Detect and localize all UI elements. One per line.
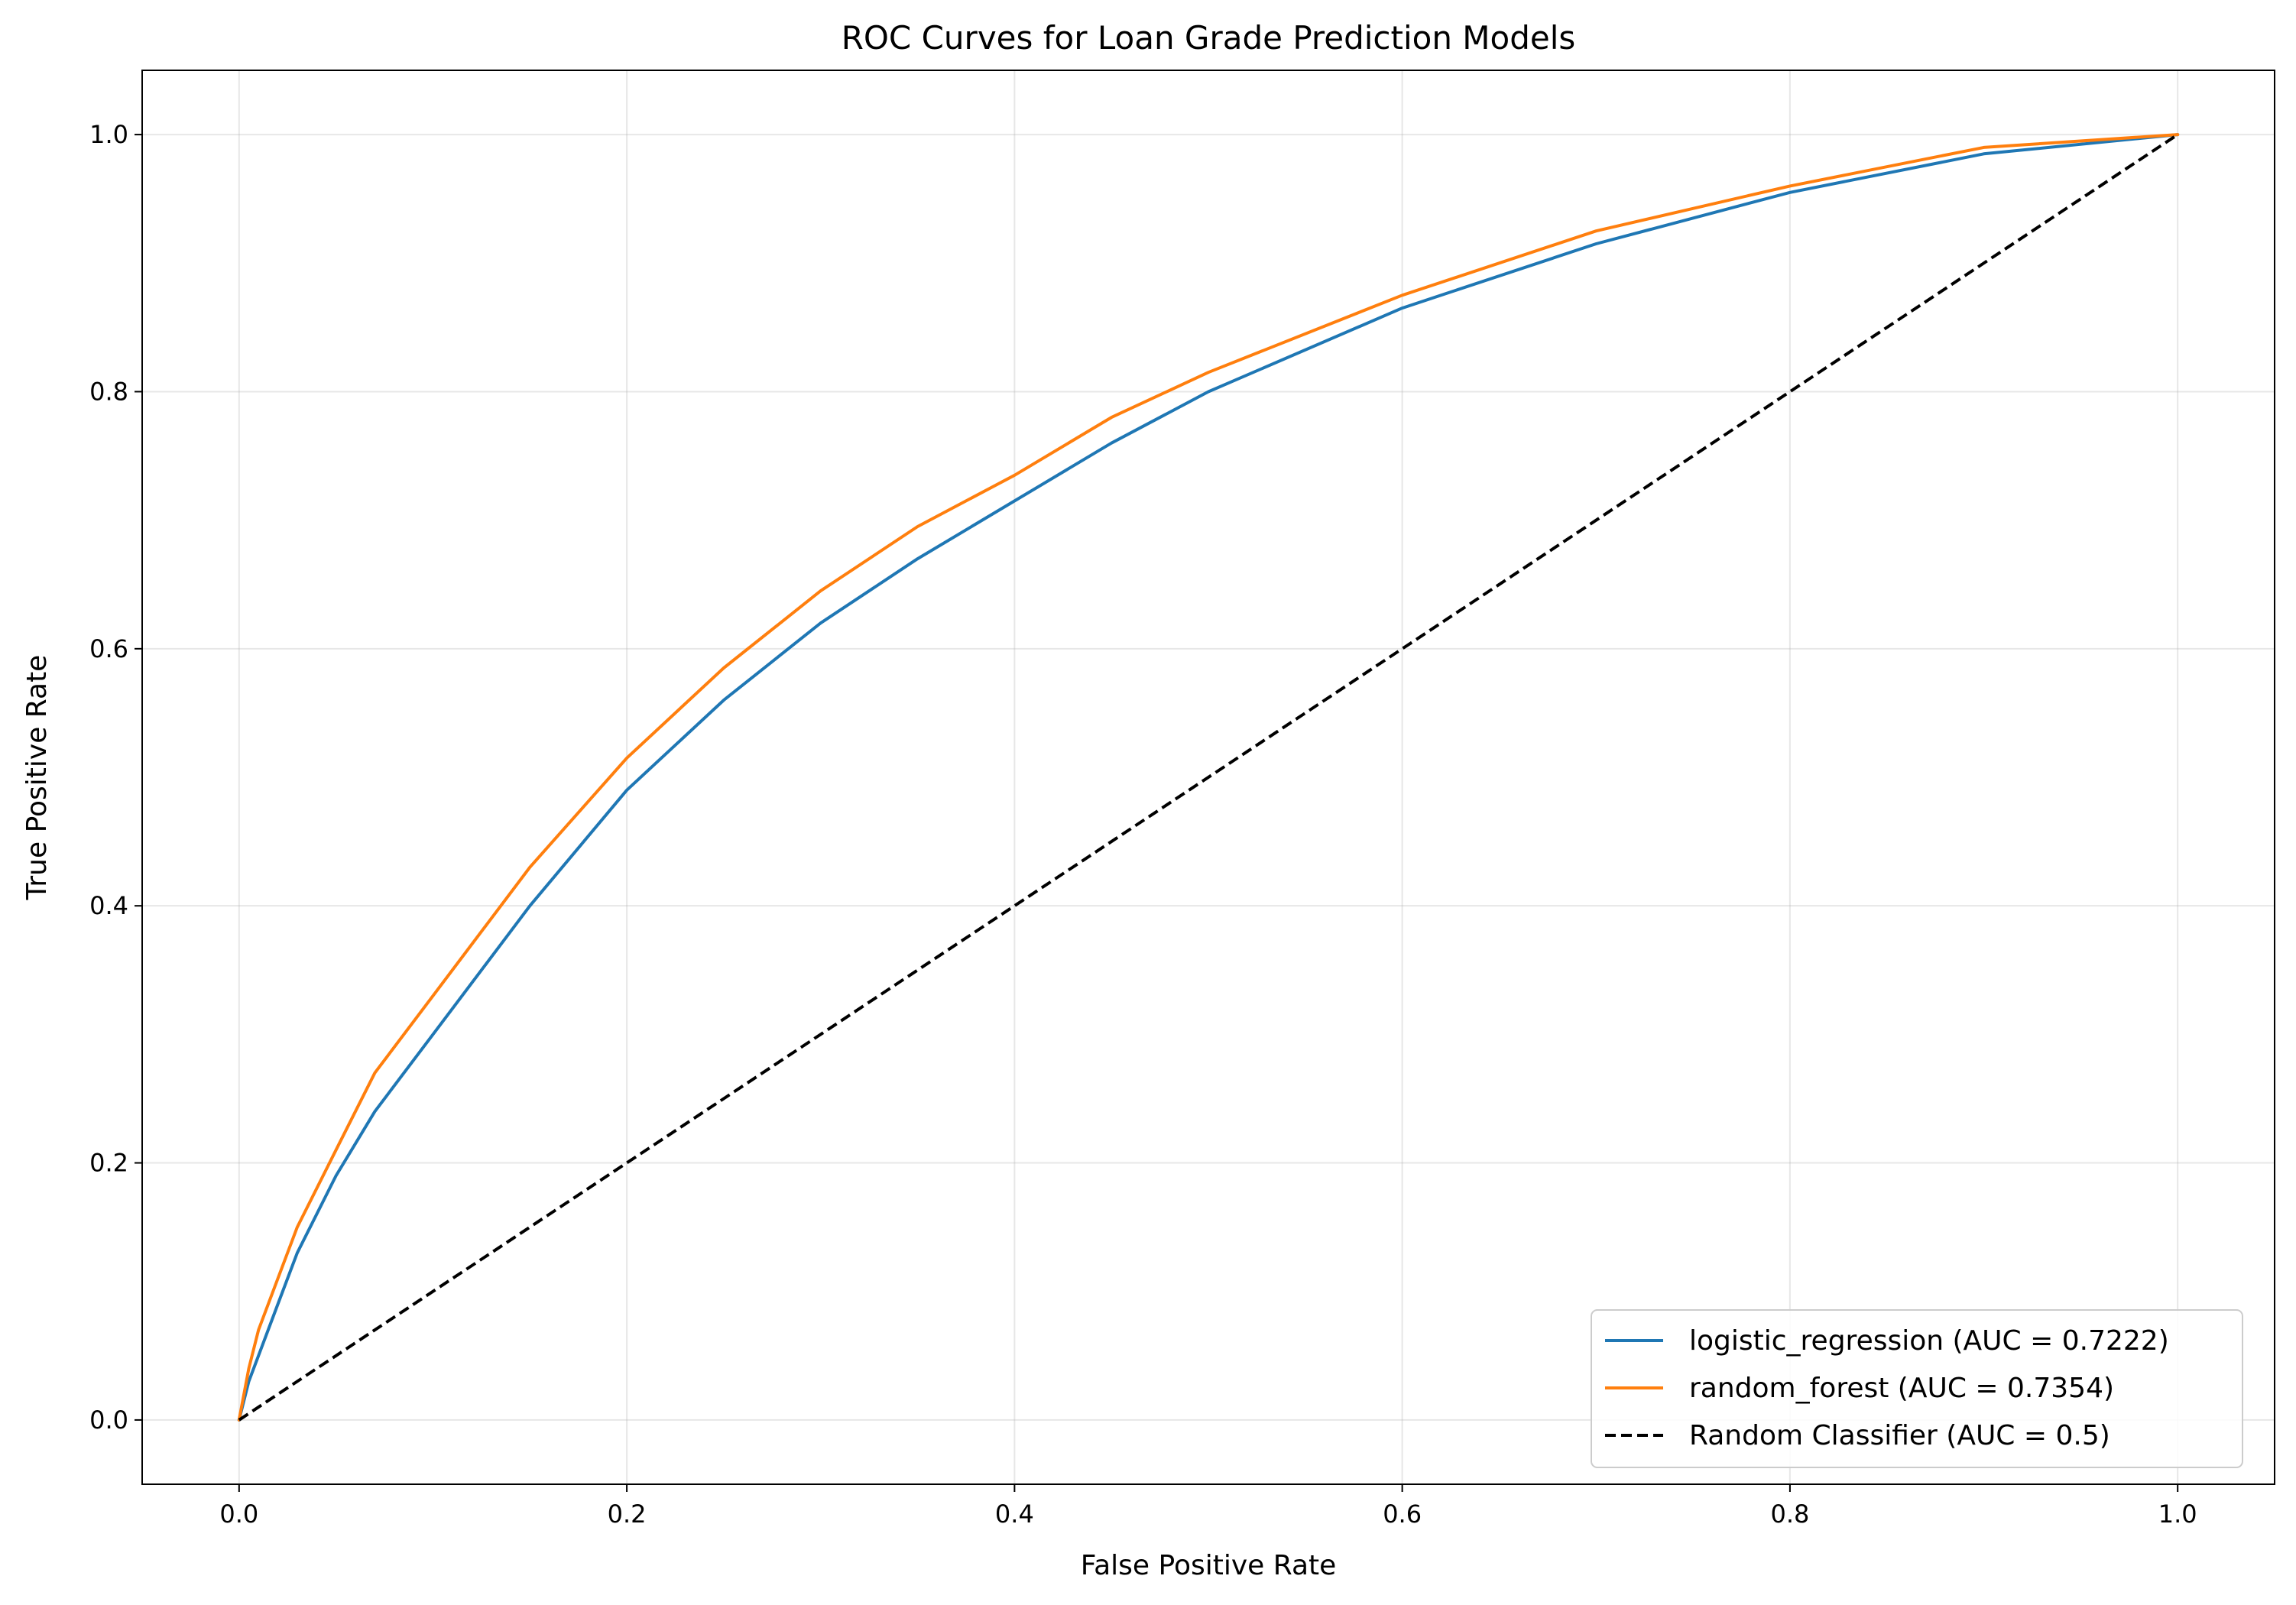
- y-tick-label: 1.0: [89, 120, 128, 149]
- y-tick-label: 0.6: [89, 634, 128, 663]
- x-tick-label: 1.0: [2158, 1500, 2197, 1529]
- y-tick-label: 0.4: [89, 891, 128, 920]
- plot-frame: [141, 70, 2275, 1485]
- legend-label-2: Random Classifier (AUC = 0.5): [1689, 1420, 2110, 1451]
- x-axis-ticks: 0.0 0.2 0.4 0.6 0.8 1.0: [219, 1484, 2197, 1529]
- series-line-1: [237, 133, 2180, 1422]
- y-tick-label: 0.2: [89, 1149, 128, 1178]
- series-line-2: [238, 133, 2179, 1422]
- x-tick-label: 0.8: [1770, 1500, 1809, 1529]
- x-tick-label: 0.6: [1383, 1500, 1422, 1529]
- x-tick-label: 0.4: [995, 1500, 1034, 1529]
- legend-label-1: random_forest (AUC = 0.7354): [1689, 1373, 2114, 1404]
- series-line-0: [237, 133, 2180, 1422]
- y-tick-label: 0.0: [89, 1406, 128, 1435]
- x-axis-label: False Positive Rate: [1081, 1550, 1337, 1581]
- plot-lines: [237, 133, 2180, 1422]
- chart-title: ROC Curves for Loan Grade Prediction Mod…: [842, 19, 1576, 57]
- x-tick-label: 0.2: [608, 1500, 647, 1529]
- y-axis-label: True Positive Rate: [21, 655, 53, 901]
- legend: logistic_regression (AUC = 0.7222) random…: [1591, 1309, 2243, 1468]
- x-tick-label: 0.0: [219, 1500, 258, 1529]
- y-tick-label: 0.8: [89, 377, 128, 406]
- y-axis-ticks: 0.0 0.2 0.4 0.6 0.8 1.0: [89, 120, 142, 1435]
- legend-label-0: logistic_regression (AUC = 0.7222): [1689, 1325, 2169, 1357]
- legend-box: [1591, 1309, 2243, 1468]
